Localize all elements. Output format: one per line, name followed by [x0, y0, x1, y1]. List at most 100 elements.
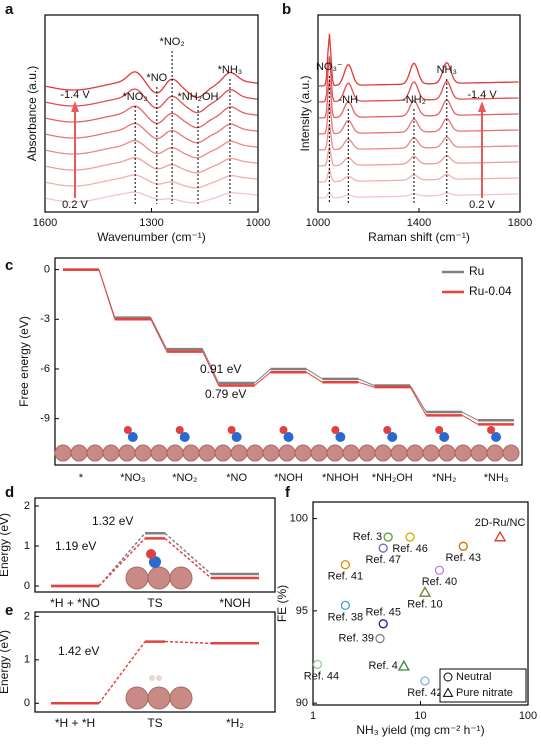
point [340, 560, 351, 570]
atom [491, 432, 502, 442]
atom [470, 444, 488, 462]
atom [383, 426, 392, 434]
x-tick-label: *NOH [219, 596, 250, 610]
panel-label: d [5, 484, 14, 501]
panel-label: a [5, 1, 14, 18]
atom [150, 444, 168, 462]
annotation: 1.32 eV [92, 514, 133, 528]
connector [254, 371, 271, 386]
y-axis-label: Absorbance (a.u.) [25, 66, 39, 161]
x-tick-label: 1600 [33, 217, 57, 229]
connector [150, 319, 168, 352]
point-label: Ref. 46 [392, 543, 427, 555]
atom [390, 444, 408, 462]
y-tick-label: -3 [40, 313, 50, 325]
connector [164, 537, 212, 579]
spectrum [318, 123, 519, 151]
spectrum [45, 88, 258, 114]
atom [406, 444, 424, 462]
atom [175, 426, 184, 434]
x-tick-label: 1000 [306, 217, 330, 229]
y-tick-label: -9 [40, 413, 50, 425]
point-label: Ref. 45 [365, 607, 400, 619]
connector [358, 381, 375, 388]
atom [278, 444, 296, 462]
point-label: Ref. 44 [304, 670, 339, 682]
annotation: 1.42 eV [58, 644, 99, 658]
atom [54, 444, 72, 462]
x-tick-label: *NO [226, 472, 247, 484]
spectrum [45, 139, 258, 159]
annotation: 0.2 V [469, 199, 495, 211]
point [458, 541, 468, 551]
legend-marker [442, 687, 454, 697]
connector [202, 348, 220, 384]
x-tick-label: 10 [414, 710, 426, 722]
legend-box [439, 668, 527, 703]
atom [454, 444, 472, 462]
x-axis-label: Wavenumber (cm⁻¹) [97, 230, 206, 244]
atom [149, 675, 155, 681]
point [383, 532, 393, 542]
x-tick-label: *NH₂ [432, 472, 456, 484]
point [397, 659, 410, 671]
spectrum [318, 56, 519, 103]
annotation: -1.4 V [467, 89, 497, 101]
y-tick-label: 2 [24, 500, 30, 512]
x-tick-label: 1800 [508, 217, 532, 229]
spectrum [318, 190, 519, 199]
atom [283, 432, 294, 442]
point [375, 633, 385, 644]
atom [435, 426, 444, 434]
connector [98, 269, 116, 320]
atom [487, 426, 496, 434]
spectrum [45, 105, 258, 129]
y-tick-label: 90 [296, 697, 308, 709]
x-tick-label: 1300 [139, 217, 163, 229]
atom [102, 444, 120, 462]
annotation: 0.79 eV [205, 387, 246, 401]
y-tick-label: 1 [24, 540, 30, 552]
point [378, 543, 388, 553]
atom [439, 432, 450, 442]
atom [147, 686, 171, 710]
atom [125, 686, 149, 710]
connector [461, 411, 479, 421]
spectrum [45, 191, 258, 204]
x-tick-label: *NH₂OH [372, 472, 413, 484]
atom [310, 444, 328, 462]
atom [502, 444, 520, 462]
atom [231, 432, 242, 442]
spectrum [45, 157, 258, 174]
atom [169, 566, 193, 590]
y-tick-label: 1 [24, 654, 30, 666]
connector [409, 386, 427, 416]
point-label: Ref. 42 [407, 687, 442, 699]
atom [146, 549, 156, 559]
point-label: Ref. 41 [328, 571, 363, 583]
connector [202, 351, 220, 386]
legend-label: Neutral [456, 671, 491, 683]
annotation: 1.19 eV [55, 539, 96, 553]
connector [164, 532, 212, 575]
y-axis-label: Free energy (eV) [17, 316, 31, 407]
atom [335, 432, 346, 442]
spectrum [45, 71, 258, 99]
atom [134, 444, 152, 462]
y-tick-label: 95 [296, 605, 308, 617]
point [340, 600, 351, 610]
annotation: 0.2 V [62, 199, 88, 211]
annotation: 0.91 eV [200, 362, 241, 376]
peak-label: NH₃ [437, 64, 457, 76]
connector [150, 317, 168, 350]
panel-label: e [5, 602, 13, 619]
arrow-head [71, 101, 79, 112]
atom [246, 444, 264, 462]
atom [262, 444, 280, 462]
legend-label: Ru-0.04 [469, 284, 512, 298]
x-tick-label: *NHOH [322, 472, 359, 484]
point [434, 565, 445, 575]
y-tick-label: -6 [40, 363, 50, 375]
legend-label: Pure nitrate [456, 687, 513, 699]
